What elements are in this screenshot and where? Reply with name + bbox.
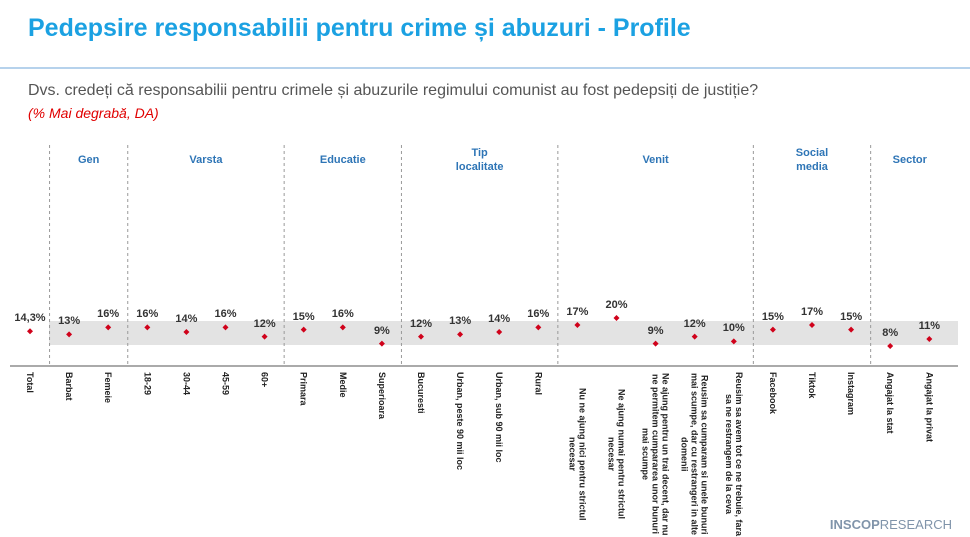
dot (496, 329, 503, 336)
chart-note: (% Mai degrabă, DA) (28, 105, 159, 121)
dot (574, 322, 581, 329)
value-label: 16% (136, 308, 159, 321)
dot (66, 331, 73, 338)
x-tick-label: Angajat la stat (885, 372, 896, 434)
group-label: Tip localitate (455, 147, 504, 173)
group-label: Sector (892, 154, 927, 166)
dot (27, 328, 33, 335)
dot (300, 326, 307, 333)
x-tick-label: Tiktok (807, 372, 817, 399)
x-tick-label: Femeie (103, 372, 114, 404)
value-label: 14% (488, 313, 511, 325)
value-label: 10% (722, 322, 745, 335)
dot (926, 336, 933, 343)
value-label: 17% (566, 306, 589, 318)
x-tick-label: Ne ajung numai pentru strictul necesar (606, 389, 627, 520)
value-label: 15% (840, 310, 863, 323)
x-tick-label: Total (25, 372, 35, 393)
x-tick-label: Facebook (767, 372, 778, 415)
value-label: 12% (683, 317, 706, 330)
dot (418, 333, 424, 340)
chart-subtitle: Dvs. credeți că responsabilii pentru cri… (28, 82, 759, 99)
value-label: 13% (449, 315, 472, 328)
dot (261, 333, 268, 340)
x-tick-label: Bucuresti (416, 372, 426, 414)
dot (378, 340, 385, 347)
x-tick-label: Reusim sa avem tot ce ne trebuie, fara s… (723, 372, 744, 537)
dot (652, 340, 659, 347)
highlight-band (49, 321, 958, 345)
value-label: 12% (409, 317, 433, 330)
value-label: 14,3% (14, 312, 46, 325)
value-label: 12% (253, 317, 276, 330)
dot (183, 329, 190, 336)
value-label: 8% (882, 327, 899, 340)
value-label: 13% (58, 315, 81, 328)
value-label: 15% (292, 310, 315, 323)
dot (691, 333, 698, 340)
dot (535, 324, 542, 331)
x-tick-label: Instagram (846, 372, 857, 416)
value-label: 9% (647, 324, 664, 337)
value-label: 20% (605, 299, 628, 311)
x-tick-label: Superioara (376, 372, 387, 420)
dot (339, 324, 346, 331)
value-label: 14% (175, 313, 198, 325)
dot (144, 324, 151, 331)
dot (769, 326, 776, 333)
x-tick-label: Barbat (64, 372, 75, 401)
group-label: Venit (642, 154, 669, 166)
value-label: 16% (97, 308, 120, 321)
x-tick-label: 18-29 (142, 372, 153, 396)
dot (105, 324, 112, 331)
x-tick-label: Nu ne ajung nici pentru strictul necesar (567, 388, 588, 521)
x-tick-label: Primara (298, 372, 309, 406)
x-tick-label: Ne ajung pentru un trai decent, dar nu n… (640, 373, 671, 536)
logo-brand: INSCOP (829, 517, 880, 532)
value-label: 15% (761, 310, 784, 323)
dot (809, 322, 815, 329)
dot (848, 326, 855, 333)
chart-title: Pedepsire responsabilii pentru crime și … (28, 14, 691, 42)
group-label: Varsta (189, 154, 223, 166)
dot (730, 338, 737, 345)
x-tick-label: Angajat la privat (924, 372, 935, 443)
x-tick-label: Medie (337, 372, 348, 398)
logo: INSCOPRESEARCH (830, 517, 952, 532)
x-tick-label: 60+ (259, 372, 270, 388)
x-tick-label: Urban, peste 90 mii loc (455, 372, 466, 471)
x-tick-label: Rural (533, 372, 544, 396)
dot (457, 331, 464, 338)
x-tick-label: 45-59 (220, 372, 231, 396)
group-label: Social media (795, 147, 829, 173)
value-label: 11% (918, 320, 941, 332)
value-label: 16% (331, 308, 354, 321)
x-tick-label: Urban, sub 90 mii loc (494, 372, 505, 463)
group-label: Gen (77, 154, 100, 166)
value-label: 9% (373, 324, 390, 337)
dot (887, 343, 894, 350)
group-label: Educatie (319, 154, 366, 166)
dot (222, 324, 229, 331)
value-label: 16% (214, 308, 237, 321)
x-tick-label: 30-44 (181, 372, 192, 396)
value-label: 16% (527, 308, 550, 321)
value-label: 17% (800, 306, 824, 318)
logo-suffix: RESEARCH (879, 517, 952, 532)
dot (613, 315, 620, 321)
x-tick-label: Reusim sa cumparam si unele bunuri mai s… (679, 373, 710, 536)
